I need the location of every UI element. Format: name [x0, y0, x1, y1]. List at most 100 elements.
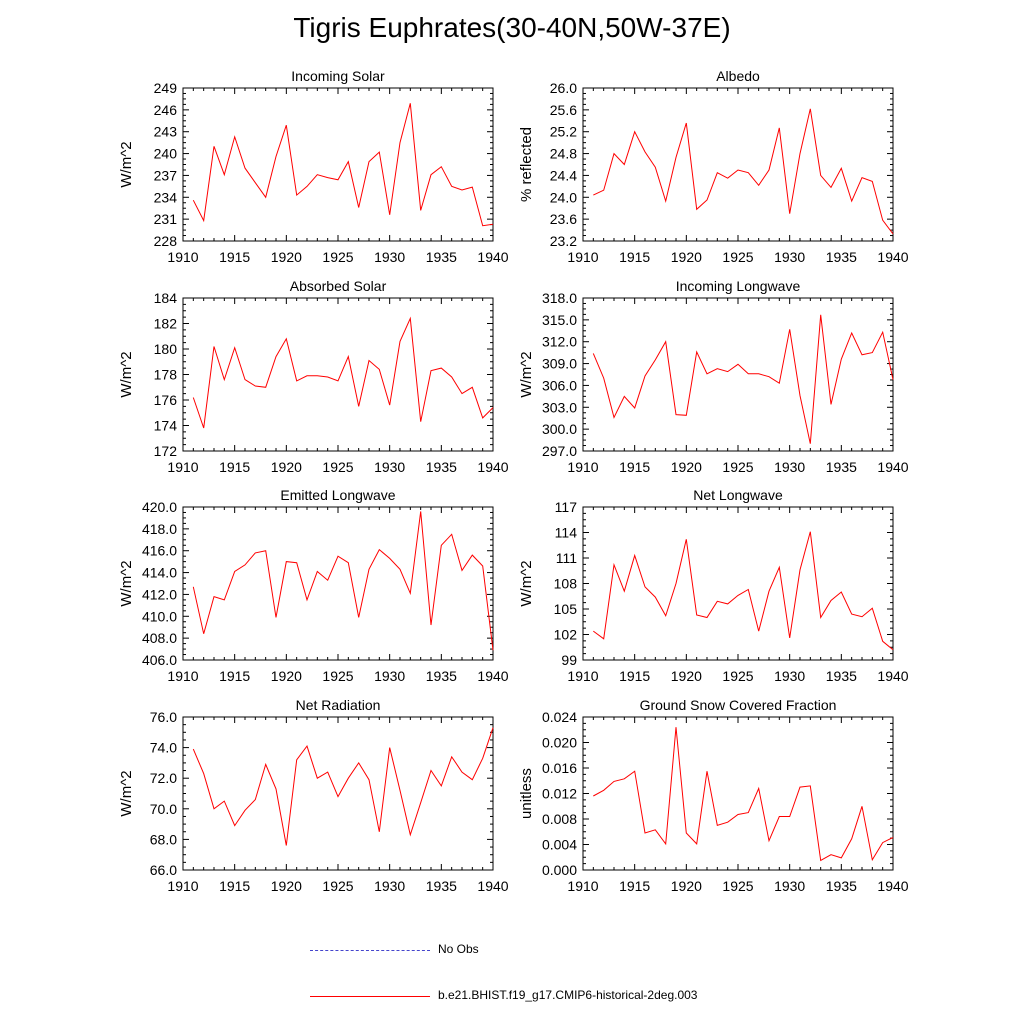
y-axis-label: W/m^2: [118, 141, 135, 187]
x-tick-label: 1930: [374, 878, 405, 894]
chart-panel: Incoming Solar W/m^2 1910 1915 1920 1925 1930 1…: [118, 68, 509, 265]
page-title: Tigris Euphrates(30-40N,50W-37E): [293, 12, 731, 43]
x-tick-label: 1920: [671, 878, 702, 894]
y-tick-label: 184: [154, 290, 178, 306]
series-line: [192, 316, 494, 429]
legend-swatch-no-obs: [310, 950, 430, 951]
y-tick-label: 180: [154, 341, 178, 357]
chart-title: Absorbed Solar: [290, 278, 387, 294]
y-tick-label: 306.0: [542, 377, 577, 393]
x-tick-label: 1910: [167, 878, 198, 894]
chart-title: Emitted Longwave: [280, 487, 395, 503]
y-axis-label: W/m^2: [118, 560, 135, 606]
chart-panel: Albedo % reflected 1910 1915 1920 1925 1930 193…: [518, 68, 909, 265]
y-tick-label: 412.0: [142, 586, 177, 602]
chart-title: Incoming Solar: [291, 68, 385, 84]
y-tick-label: 234: [154, 189, 178, 205]
x-tick-label: 1935: [426, 668, 457, 684]
x-tick-label: 1920: [271, 459, 302, 475]
y-tick-label: 297.0: [542, 443, 577, 459]
y-tick-label: 174: [154, 418, 178, 434]
y-tick-label: 26.0: [550, 80, 577, 96]
x-tick-label: 1935: [826, 249, 857, 265]
y-tick-label: 312.0: [542, 334, 577, 350]
x-tick-label: 1925: [722, 459, 753, 475]
x-tick-label: 1920: [271, 249, 302, 265]
y-tick-label: 111: [556, 550, 577, 566]
y-tick-label: 237: [154, 167, 178, 183]
x-tick-label: 1935: [826, 459, 857, 475]
y-tick-label: 74.0: [150, 740, 177, 756]
chart-panel: Absorbed Solar W/m^2 1910 1915 1920 1925 1930 1…: [118, 278, 509, 475]
plot-frame: [582, 716, 894, 871]
x-tick-label: 1915: [219, 668, 250, 684]
x-tick-label: 1920: [271, 878, 302, 894]
y-tick-label: 76.0: [150, 709, 177, 725]
x-tick-label: 1930: [374, 249, 405, 265]
series-line: [192, 727, 494, 846]
y-tick-label: 24.4: [550, 167, 577, 183]
x-tick-label: 1930: [774, 878, 805, 894]
y-tick-label: 178: [154, 367, 178, 383]
y-tick-label: 243: [154, 124, 178, 140]
x-tick-label: 1925: [722, 878, 753, 894]
y-axis-label: unitless: [518, 768, 535, 819]
x-tick-label: 1915: [619, 459, 650, 475]
y-tick-label: 23.2: [550, 233, 577, 249]
chart-title: Net Longwave: [693, 487, 783, 503]
y-tick-label: 24.0: [550, 189, 577, 205]
x-tick-label: 1925: [322, 668, 353, 684]
x-tick-label: 1940: [477, 668, 508, 684]
y-tick-label: 0.000: [542, 862, 577, 878]
y-tick-label: 408.0: [142, 630, 177, 646]
x-tick-label: 1910: [167, 249, 198, 265]
x-tick-label: 1915: [619, 249, 650, 265]
y-tick-label: 231: [154, 211, 178, 227]
x-tick-label: 1930: [774, 459, 805, 475]
y-axis-label: W/m^2: [518, 560, 535, 606]
x-tick-label: 1935: [826, 878, 857, 894]
x-tick-label: 1925: [322, 459, 353, 475]
y-tick-label: 0.004: [542, 837, 577, 853]
x-tick-label: 1930: [374, 459, 405, 475]
x-tick-label: 1940: [877, 249, 908, 265]
x-tick-label: 1925: [322, 878, 353, 894]
y-tick-label: 108: [554, 576, 578, 592]
x-tick-label: 1910: [567, 249, 598, 265]
x-tick-label: 1920: [271, 668, 302, 684]
x-tick-label: 1940: [877, 878, 908, 894]
x-tick-label: 1910: [167, 668, 198, 684]
chart-panel: Net Radiation W/m^2 1910 1915 1920 1925 1930 19…: [118, 697, 509, 894]
y-tick-label: 315.0: [542, 312, 577, 328]
y-axis-label: W/m^2: [118, 770, 135, 816]
plot-frame: [182, 506, 494, 661]
legend-label-no-obs: No Obs: [438, 942, 479, 956]
y-tick-label: 249: [154, 80, 178, 96]
x-tick-label: 1935: [426, 878, 457, 894]
y-tick-label: 318.0: [542, 290, 577, 306]
x-tick-label: 1935: [826, 668, 857, 684]
chart-panel: Ground Snow Covered Fraction unitless 1910…: [518, 697, 909, 894]
y-tick-label: 309.0: [542, 356, 577, 372]
x-tick-label: 1930: [774, 668, 805, 684]
series-line: [593, 727, 894, 862]
y-tick-label: 102: [554, 627, 578, 643]
chart-title: Incoming Longwave: [676, 278, 801, 294]
y-tick-label: 418.0: [142, 521, 177, 537]
chart-title: Net Radiation: [296, 697, 381, 713]
x-tick-label: 1915: [619, 878, 650, 894]
y-tick-label: 0.012: [542, 786, 577, 802]
x-tick-label: 1910: [567, 878, 598, 894]
y-tick-label: 406.0: [142, 652, 177, 668]
chart-panel: Net Longwave W/m^2 1910 1915 1920 1925 1930 193…: [518, 487, 909, 684]
y-tick-label: 66.0: [150, 862, 177, 878]
y-tick-label: 0.024: [542, 709, 577, 725]
y-tick-label: 414.0: [142, 565, 177, 581]
x-tick-label: 1940: [477, 249, 508, 265]
plot-frame: [582, 297, 894, 452]
y-tick-label: 25.6: [550, 102, 577, 118]
chart-title: Albedo: [716, 68, 760, 84]
x-tick-label: 1915: [619, 668, 650, 684]
y-tick-label: 240: [154, 146, 178, 162]
